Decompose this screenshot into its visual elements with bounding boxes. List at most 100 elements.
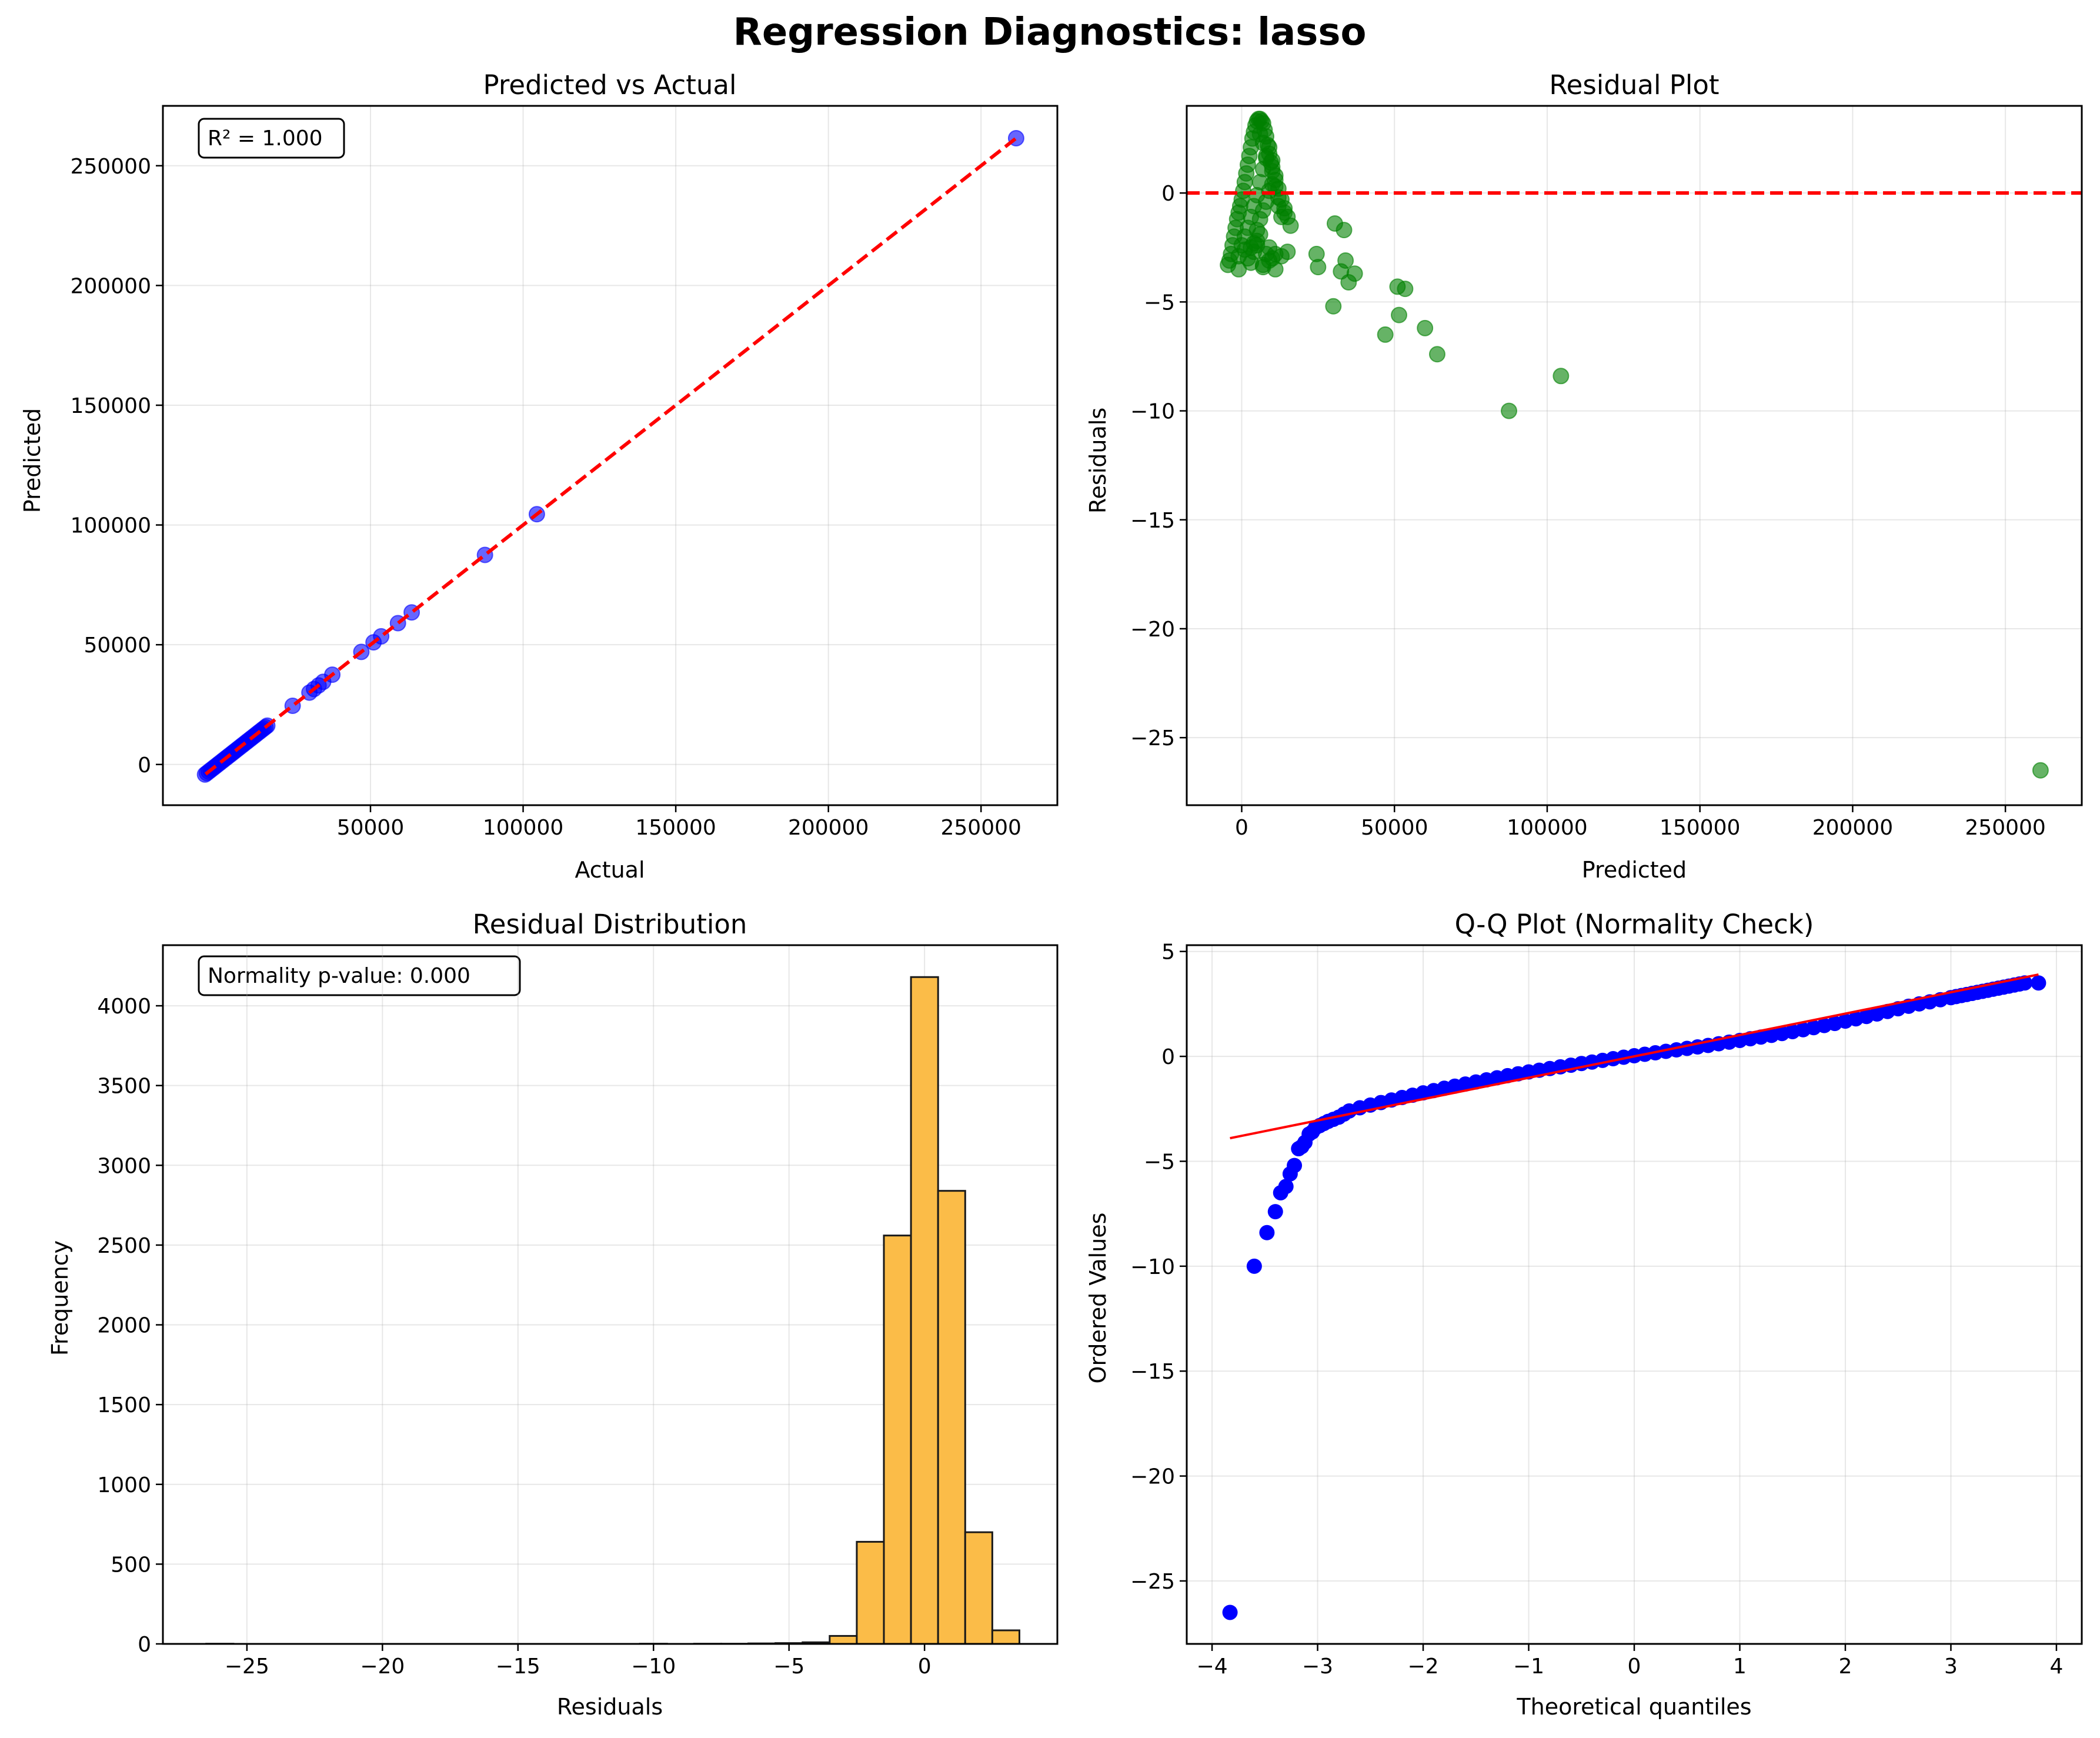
panel-residual-plot: Residual Plot Predicted Residuals [1085,69,1720,883]
data-point [1276,204,1293,221]
data-point [1248,237,1266,254]
y-tick-label: 250000 [71,155,151,179]
y-tick-label: −25 [1130,726,1175,750]
annotation-frame [198,955,521,996]
y-tick-label: 1000 [97,1473,151,1497]
reference-line [204,135,1019,776]
y-tick-label: 5 [1161,940,1175,965]
panel-predicted-vs-actual: Predicted vs Actual Actual Predicted R² … [19,69,736,883]
y-tick-label: −15 [1130,1360,1175,1384]
axes-frame [1186,105,2083,806]
data-point [2032,762,2049,779]
x-tick-label: 150000 [635,816,716,840]
x-tick-label: 200000 [1812,816,1893,840]
y-axis-label: Frequency [47,1240,73,1356]
x-tick-label: −4 [1197,1654,1228,1679]
x-tick-label: 50000 [1361,816,1428,840]
data-point [1553,368,1570,385]
y-tick-label: 50000 [84,633,151,658]
data-point [1428,346,1445,363]
x-tick-label: 100000 [483,816,563,840]
data-point [1287,1157,1303,1173]
panel-title: Residual Distribution [473,909,747,940]
y-tick-label: −20 [1130,1465,1175,1489]
data-layer [1222,973,2046,1620]
panel-title: Predicted vs Actual [483,69,737,101]
x-axis-label: Residuals [557,1694,663,1720]
y-tick-label: 0 [138,1633,151,1657]
data-point [1391,306,1408,323]
data-point [1346,265,1363,282]
y-tick-label: −15 [1130,509,1175,533]
y-tick-label: 0 [1161,1045,1175,1069]
x-tick-label: −2 [1407,1654,1438,1679]
x-tick-label: 0 [1628,1654,1641,1679]
y-axis-label: Predicted [19,408,45,513]
x-axis-label: Actual [575,857,645,883]
histogram-bar [856,1540,885,1644]
data-point [1267,1204,1283,1220]
x-tick-label: 50000 [337,816,405,840]
y-axis-label: Residuals [1085,408,1111,513]
y-tick-label: 3500 [97,1075,151,1099]
data-layer [205,976,1020,1644]
y-tick-label: 3000 [97,1154,151,1178]
x-tick-label: 3 [1944,1654,1958,1679]
y-tick-label: −5 [1144,291,1175,315]
data-point [1501,402,1518,419]
x-axis-label: Theoretical quantiles [1516,1694,1751,1720]
y-tick-label: 0 [1161,182,1175,206]
x-tick-label: 1 [1733,1654,1747,1679]
y-tick-label: 2500 [97,1234,151,1258]
data-point [1267,178,1284,195]
data-point [1325,298,1342,315]
x-tick-label: −3 [1302,1654,1333,1679]
y-tick-label: 500 [111,1553,151,1577]
y-tick-label: −5 [1144,1150,1175,1174]
histogram-bar [937,1190,966,1644]
y-tick-label: −20 [1130,618,1175,642]
plot-area-resid: 0 50000 100000 150000 200000 250000 0 −5 −10 −15 −… [1130,105,2083,840]
y-tick-label: 0 [138,753,151,778]
histogram-bar [829,1634,858,1644]
data-point [1397,281,1414,298]
data-point [1310,259,1327,276]
data-point [2031,975,2046,991]
y-tick-label: −25 [1130,1570,1175,1594]
x-tick-label: 0 [1235,816,1248,840]
data-point [1259,1225,1275,1240]
plot-area-pva: 50000 100000 150000 200000 250000 0 50000 10000… [71,105,1059,840]
panel-residual-distribution: Residual Distribution Residuals Frequenc… [47,909,747,1720]
fit-line [1230,973,2039,1140]
histogram-bar [883,1235,912,1644]
y-tick-label: 2000 [97,1314,151,1338]
x-tick-label: −20 [360,1654,405,1679]
histogram-bar [910,976,939,1644]
data-layer [1187,111,2082,779]
panel-title: Residual Plot [1549,69,1719,101]
y-tick-label: −10 [1130,1255,1175,1279]
data-point [1246,1258,1262,1274]
x-tick-label: 150000 [1660,816,1740,840]
histogram-bar [991,1629,1020,1644]
data-point [1264,152,1281,169]
y-axis-label: Ordered Values [1085,1213,1111,1384]
x-tick-label: 100000 [1507,816,1587,840]
y-tick-label: 1500 [97,1393,151,1417]
x-tick-label: −10 [631,1654,676,1679]
x-tick-label: −1 [1513,1654,1544,1679]
data-point [1279,243,1296,261]
annotation-box: R² = 1.000 [198,118,345,159]
data-layer [196,129,1024,783]
x-tick-label: −25 [225,1654,269,1679]
axes-frame [162,105,1059,806]
plot-area-qq: −4 −3 −2 −1 0 1 2 3 450−5−10−15−20−25 [1130,940,2083,1679]
x-tick-label: 2 [1839,1654,1852,1679]
x-tick-label: 250000 [1965,816,2045,840]
histogram-bar [964,1531,993,1644]
data-point [1336,222,1353,239]
data-point [1377,326,1394,343]
panel-qq-plot: Q-Q Plot (Normality Check) Theoretical q… [1085,909,1814,1720]
plot-area-hist: −25 −20 −15 −10 −5 0 0 500 1000 1500 2000 2500 3000 3… [97,944,1059,1679]
